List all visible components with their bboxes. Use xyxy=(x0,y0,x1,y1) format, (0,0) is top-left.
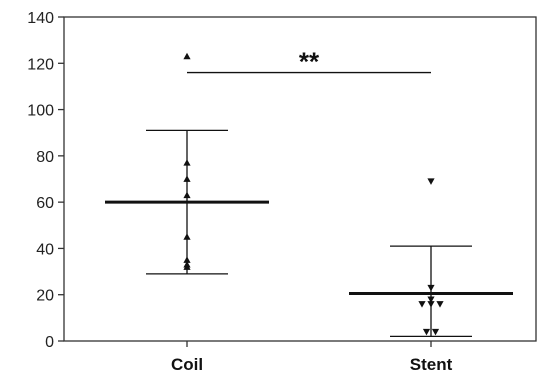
data-point-triangle-down xyxy=(431,328,440,336)
y-tick-label: 140 xyxy=(27,10,54,27)
mean-lines xyxy=(105,200,513,296)
data-point-triangle-down xyxy=(422,328,431,336)
y-tick-label: 60 xyxy=(36,195,54,212)
data-point-triangle-down xyxy=(418,301,426,308)
x-category-label: Stent xyxy=(410,355,453,374)
y-tick-label: 120 xyxy=(27,56,54,73)
y-tick-label: 100 xyxy=(27,103,54,120)
data-point-triangle-down xyxy=(427,296,435,303)
data-point-triangle-down xyxy=(427,284,435,292)
data-point-triangle-up xyxy=(183,52,191,60)
x-category-label: Coil xyxy=(171,355,203,374)
data-point-triangle-up xyxy=(183,256,191,263)
data-points xyxy=(183,52,444,336)
data-point-triangle-up xyxy=(183,233,191,240)
plot-frame xyxy=(63,16,537,342)
data-point-triangle-up xyxy=(183,263,191,270)
data-point-triangle-up xyxy=(183,175,191,182)
significance-annotation: ** xyxy=(187,47,431,77)
y-tick-label: 40 xyxy=(36,241,54,258)
significance-label: ** xyxy=(299,47,320,77)
y-tick-label: 0 xyxy=(45,334,54,351)
data-point-triangle-down xyxy=(427,178,435,185)
data-point-triangle-up xyxy=(183,191,191,199)
axes: 0 20 40 60 80 100 120 140 Coil Stent xyxy=(27,10,537,374)
data-point-triangle-up xyxy=(183,159,191,166)
data-point-triangle-down xyxy=(427,301,435,308)
y-tick-label: 20 xyxy=(36,288,54,305)
data-point-triangle-down xyxy=(436,301,444,308)
y-tick-label: 80 xyxy=(36,149,54,166)
